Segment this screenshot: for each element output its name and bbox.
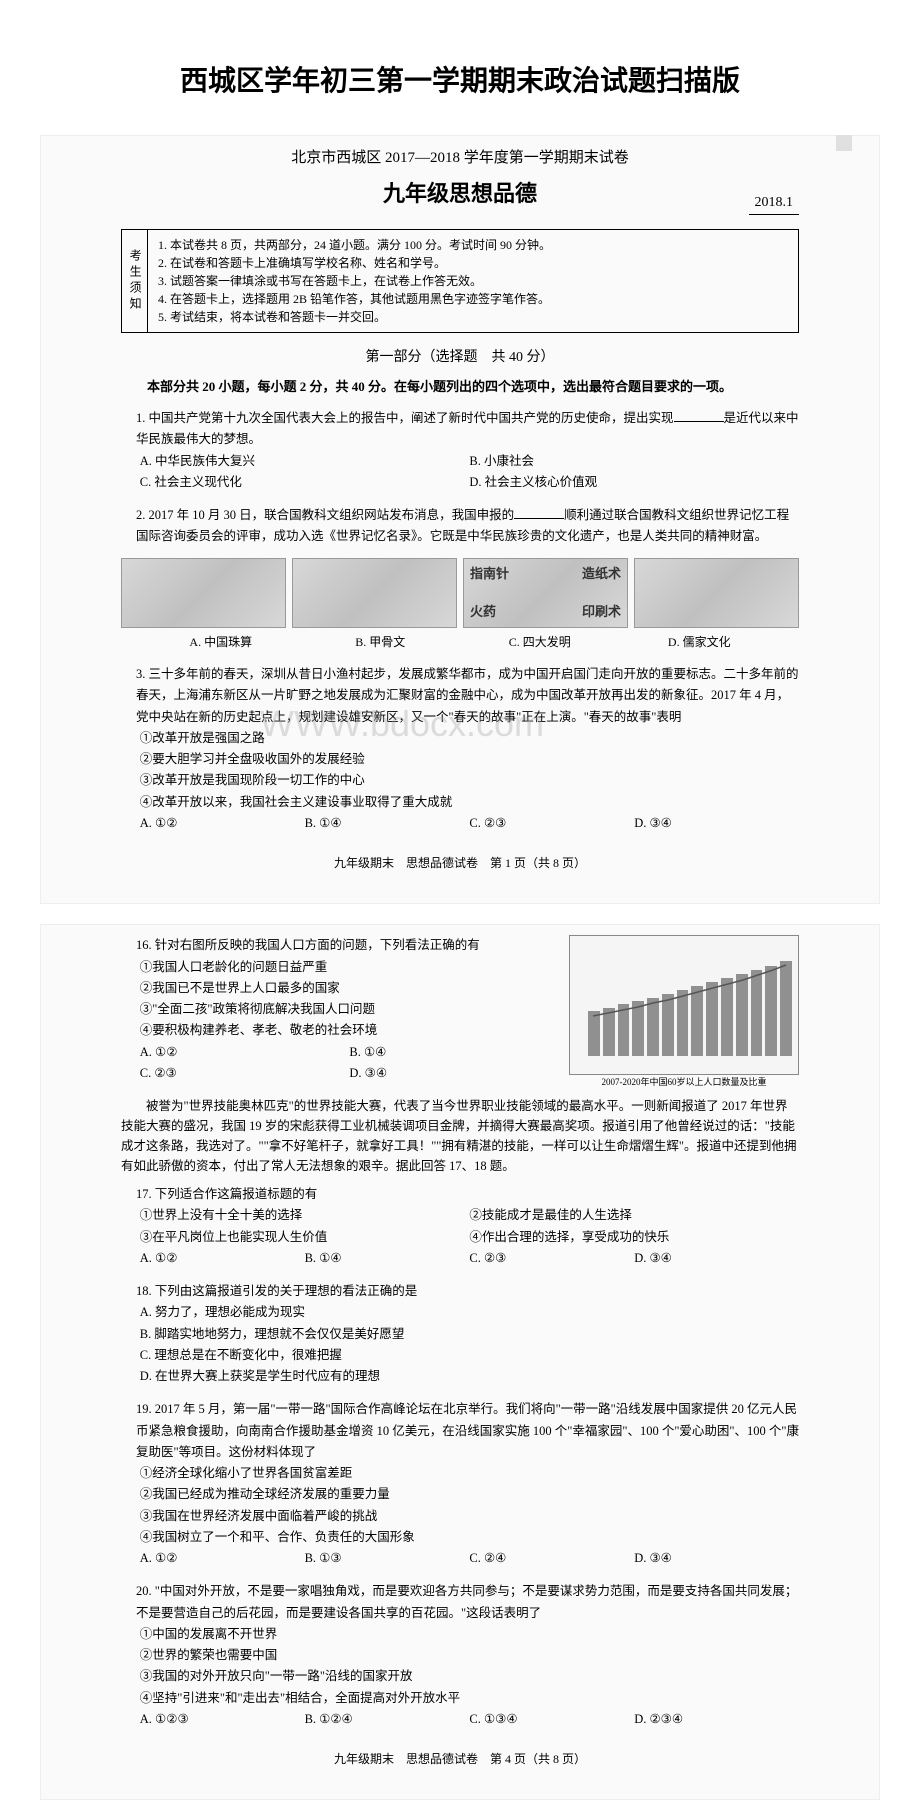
option: B. ①④: [349, 1042, 559, 1063]
page-footer: 九年级期末 思想品德试卷 第 1 页（共 8 页）: [121, 854, 799, 873]
option: C. ②③: [469, 813, 634, 834]
passage: 被誉为"世界技能奥林匹克"的世界技能大赛，代表了当今世界职业技能领域的最高水平。…: [121, 1096, 799, 1176]
option: D. 社会主义核心价值观: [469, 472, 799, 493]
notice-item: 4. 在答题卡上，选择题用 2B 铅笔作答，其他试题用黑色字迹签字笔作答。: [158, 290, 551, 308]
question-19: 19. 2017 年 5 月，第一届"一带一路"国际合作高峰论坛在北京举行。我们…: [121, 1399, 799, 1569]
notice-item: 1. 本试卷共 8 页，共两部分，24 道小题。满分 100 分。考试时间 90…: [158, 236, 551, 254]
sub-option: ①世界上没有十全十美的选择: [140, 1205, 470, 1226]
blank: [674, 410, 724, 423]
q20-stem: 20. "中国对外开放，不是要一家唱独角戏，而是要欢迎各方共同参与；不是要谋求势…: [121, 1581, 799, 1624]
option: D. ③④: [634, 813, 799, 834]
doc-icon: [836, 135, 852, 151]
option: D. 儒家文化: [620, 632, 780, 652]
q3-stem: 3. 三十多年前的春天，深圳从昔日小渔村起步，发展成繁华都市，成为中国开启国门走…: [121, 664, 799, 728]
sub-option: ①改革开放是强国之路: [140, 728, 799, 749]
q17-stem: 17. 下列适合作这篇报道标题的有: [121, 1184, 799, 1205]
exam-title: 北京市西城区 2017—2018 学年度第一学期期末试卷: [121, 146, 799, 170]
option: A. ①②: [140, 1042, 350, 1063]
sub-option: ③"全面二孩"政策将彻底解决我国人口问题: [140, 999, 559, 1020]
sub-option: ④我国树立了一个和平、合作、负责任的大国形象: [140, 1527, 799, 1548]
option: C. 四大发明: [460, 632, 620, 652]
option: B. ①④: [305, 1248, 470, 1269]
notice-item: 5. 考试结束，将本试卷和答题卡一并交回。: [158, 308, 551, 326]
option: B. ①④: [305, 813, 470, 834]
option: C. 理想总是在不断变化中，很难把握: [140, 1345, 799, 1366]
sub-option: ④坚持"引进来"和"走出去"相结合，全面提高对外开放水平: [140, 1688, 799, 1709]
exam-page-1: 北京市西城区 2017—2018 学年度第一学期期末试卷 九年级思想品德 201…: [0, 135, 920, 904]
image-confucius: [634, 558, 799, 628]
notice-box: 考生须知 1. 本试卷共 8 页，共两部分，24 道小题。满分 100 分。考试…: [121, 229, 799, 333]
question-1: 1. 中国共产党第十九次全国代表大会上的报告中，阐述了新时代中国共产党的历史使命…: [121, 408, 799, 493]
chart-caption: 2007-2020年中国60岁以上人口数量及比重: [570, 1075, 798, 1090]
option: C. ②③: [469, 1248, 634, 1269]
sub-option: ④要积极构建养老、孝老、敬老的社会环境: [140, 1020, 559, 1041]
image-four-inventions: 指南针 造纸术 火药 印刷术: [463, 558, 628, 628]
option: A. ①②: [140, 1248, 305, 1269]
notice-item: 3. 试题答案一律填涂或书写在答题卡上，在试卷上作答无效。: [158, 272, 551, 290]
question-18: 18. 下列由这篇报道引发的关于理想的看法正确的是 A. 努力了，理想必能成为现…: [121, 1281, 799, 1387]
exam-header: 北京市西城区 2017—2018 学年度第一学期期末试卷 九年级思想品德 201…: [121, 146, 799, 219]
notice-item: 2. 在试卷和答题卡上准确填写学校名称、姓名和学号。: [158, 254, 551, 272]
question-2: 2. 2017 年 10 月 30 日，联合国教科文组织网站发布消息，我国申报的…: [121, 505, 799, 652]
option: B. ①②④: [305, 1709, 470, 1730]
exam-subject: 九年级思想品德: [121, 176, 799, 211]
q2-stem-a: 2. 2017 年 10 月 30 日，联合国教科文组织网站发布消息，我国申报的: [136, 508, 514, 522]
option: A. ①②③: [140, 1709, 305, 1730]
question-20: 20. "中国对外开放，不是要一家唱独角戏，而是要欢迎各方共同参与；不是要谋求势…: [121, 1581, 799, 1730]
sub-option: ②我国已不是世界上人口最多的国家: [140, 978, 559, 999]
exam-page-4: 16. 针对右图所反映的我国人口方面的问题，下列看法正确的有 ①我国人口老龄化的…: [0, 924, 920, 1800]
sub-option: ③改革开放是我国现阶段一切工作的中心: [140, 770, 799, 791]
q19-stem: 19. 2017 年 5 月，第一届"一带一路"国际合作高峰论坛在北京举行。我们…: [121, 1399, 799, 1463]
image-row: 指南针 造纸术 火药 印刷术: [121, 558, 799, 628]
option: B. ①③: [305, 1548, 470, 1569]
question-3: 3. 三十多年前的春天，深圳从昔日小渔村起步，发展成繁华都市，成为中国开启国门走…: [121, 664, 799, 834]
option: A. ①②: [140, 813, 305, 834]
sub-option: ③我国在世界经济发展中面临着严峻的挑战: [140, 1506, 799, 1527]
sub-option: ②我国已经成为推动全球经济发展的重要力量: [140, 1484, 799, 1505]
notice-content: 1. 本试卷共 8 页，共两部分，24 道小题。满分 100 分。考试时间 90…: [148, 230, 561, 332]
sub-option: ②要大胆学习并全盘吸收国外的发展经验: [140, 749, 799, 770]
image-oracle-bone: [292, 558, 457, 628]
sub-option: ①中国的发展离不开世界: [140, 1624, 799, 1645]
option: A. 努力了，理想必能成为现实: [140, 1302, 799, 1323]
option: B. 脚踏实地地努力，理想就不会仅仅是美好愿望: [140, 1324, 799, 1345]
population-chart: 2007-2020年中国60岁以上人口数量及比重: [569, 935, 799, 1075]
question-16: 16. 针对右图所反映的我国人口方面的问题，下列看法正确的有 ①我国人口老龄化的…: [121, 935, 799, 1084]
sub-option: ①我国人口老龄化的问题日益严重: [140, 957, 559, 978]
section-desc: 本部分共 20 小题，每小题 2 分，共 40 分。在每小题列出的四个选项中，选…: [121, 377, 799, 398]
option: D. ③④: [349, 1063, 559, 1084]
option: D. ③④: [634, 1248, 799, 1269]
sub-option: ④改革开放以来，我国社会主义建设事业取得了重大成就: [140, 792, 799, 813]
option: C. ②③: [140, 1063, 350, 1084]
notice-label: 考生须知: [122, 230, 148, 332]
sub-option: ③我国的对外开放只向"一带一路"沿线的国家开放: [140, 1666, 799, 1687]
q16-stem: 16. 针对右图所反映的我国人口方面的问题，下列看法正确的有: [121, 935, 559, 956]
sub-option: ①经济全球化缩小了世界各国贫富差距: [140, 1463, 799, 1484]
option: A. ①②: [140, 1548, 305, 1569]
option: B. 甲骨文: [301, 632, 461, 652]
option: C. ①③④: [469, 1709, 634, 1730]
document-title: 西城区学年初三第一学期期末政治试题扫描版: [0, 0, 920, 135]
sub-option: ④作出合理的选择，享受成功的快乐: [469, 1227, 799, 1248]
option: D. ③④: [634, 1548, 799, 1569]
option: C. ②④: [469, 1548, 634, 1569]
option: B. 小康社会: [469, 451, 799, 472]
q1-stem-a: 1. 中国共产党第十九次全国代表大会上的报告中，阐述了新时代中国共产党的历史使命…: [136, 411, 674, 425]
page-footer: 九年级期末 思想品德试卷 第 4 页（共 8 页）: [121, 1750, 799, 1769]
option: D. ②③④: [634, 1709, 799, 1730]
option: A. 中华民族伟大复兴: [140, 451, 470, 472]
section-title: 第一部分（选择题 共 40 分）: [121, 347, 799, 369]
sub-option: ②世界的繁荣也需要中国: [140, 1645, 799, 1666]
sub-option: ③在平凡岗位上也能实现人生价值: [140, 1227, 470, 1248]
option: C. 社会主义现代化: [140, 472, 470, 493]
image-abacus: [121, 558, 286, 628]
q18-stem: 18. 下列由这篇报道引发的关于理想的看法正确的是: [121, 1281, 799, 1302]
option: A. 中国珠算: [141, 632, 301, 652]
blank: [514, 507, 564, 520]
chart-line: [588, 956, 788, 1056]
exam-date: 2018.1: [749, 192, 800, 215]
option: D. 在世界大赛上获奖是学生时代应有的理想: [140, 1366, 799, 1387]
sub-option: ②技能成才是最佳的人生选择: [469, 1205, 799, 1226]
question-17: 17. 下列适合作这篇报道标题的有 ①世界上没有十全十美的选择 ②技能成才是最佳…: [121, 1184, 799, 1269]
